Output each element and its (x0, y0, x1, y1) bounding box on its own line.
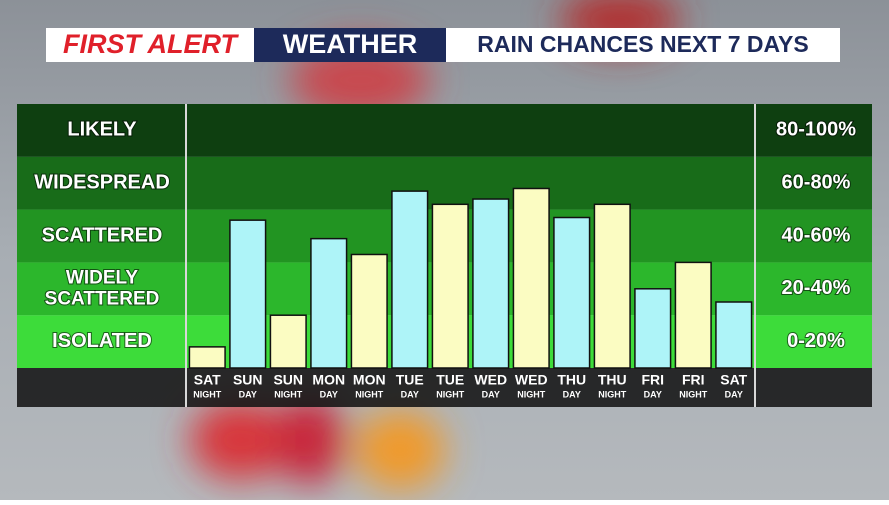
x-tick-label: WED (474, 372, 507, 388)
x-tick-label: THU (557, 372, 586, 388)
header-title: WEATHER (283, 29, 418, 59)
x-tick-label: FRI (682, 372, 705, 388)
band-label: LIKELY (67, 119, 137, 141)
x-tick-label: FRI (641, 372, 664, 388)
x-tick-label: TUE (396, 372, 424, 388)
band-range: 60-80% (782, 171, 851, 193)
bar (512, 187, 550, 369)
bar (391, 190, 429, 369)
x-tick-sublabel: DAY (320, 389, 338, 399)
x-tick-label: MON (353, 372, 386, 388)
bar (269, 314, 307, 369)
bar (715, 301, 753, 369)
bar (350, 253, 388, 369)
bar (593, 203, 631, 369)
band (17, 156, 872, 210)
x-tick-sublabel: DAY (239, 389, 257, 399)
x-tick-sublabel: NIGHT (274, 389, 303, 399)
header-title: FIRST ALERT (63, 29, 240, 59)
x-tick-sublabel: NIGHT (679, 389, 708, 399)
x-tick-label: MON (312, 372, 345, 388)
x-tick-label: TUE (436, 372, 464, 388)
x-tick-label: SUN (233, 372, 263, 388)
bar (634, 288, 672, 369)
band-label: WIDESPREAD (34, 171, 170, 193)
x-tick-sublabel: NIGHT (436, 389, 465, 399)
bar (188, 346, 226, 369)
bar (472, 198, 510, 369)
band (17, 104, 872, 157)
x-tick-sublabel: NIGHT (193, 389, 222, 399)
category-strip (17, 368, 872, 407)
header-box (46, 28, 254, 62)
x-tick-sublabel: NIGHT (598, 389, 627, 399)
x-tick-sublabel: NIGHT (517, 389, 546, 399)
x-tick-sublabel: DAY (563, 389, 581, 399)
bar (431, 203, 469, 369)
band-range: 0-20% (787, 330, 845, 352)
band-range: 80-100% (776, 119, 856, 141)
band-range: 40-60% (782, 224, 851, 246)
bar (310, 237, 348, 369)
x-tick-sublabel: NIGHT (355, 389, 384, 399)
bar (553, 216, 591, 369)
x-tick-sublabel: DAY (644, 389, 662, 399)
header-box (446, 28, 840, 62)
band-range: 20-40% (782, 277, 851, 299)
band-label: SCATTERED (42, 224, 163, 246)
band-label: WIDELY SCATTERED (45, 267, 160, 309)
x-tick-sublabel: DAY (401, 389, 419, 399)
bar (674, 261, 712, 369)
header-box (254, 28, 446, 62)
x-tick-label: THU (598, 372, 627, 388)
bar (229, 219, 267, 369)
band-label: ISOLATED (52, 330, 152, 352)
x-tick-label: SUN (273, 372, 303, 388)
x-tick-label: SAT (194, 372, 221, 388)
header-title: RAIN CHANCES NEXT 7 DAYS (477, 31, 808, 57)
x-tick-label: WED (515, 372, 548, 388)
x-tick-label: SAT (720, 372, 747, 388)
x-tick-sublabel: DAY (725, 389, 743, 399)
x-tick-sublabel: DAY (482, 389, 500, 399)
